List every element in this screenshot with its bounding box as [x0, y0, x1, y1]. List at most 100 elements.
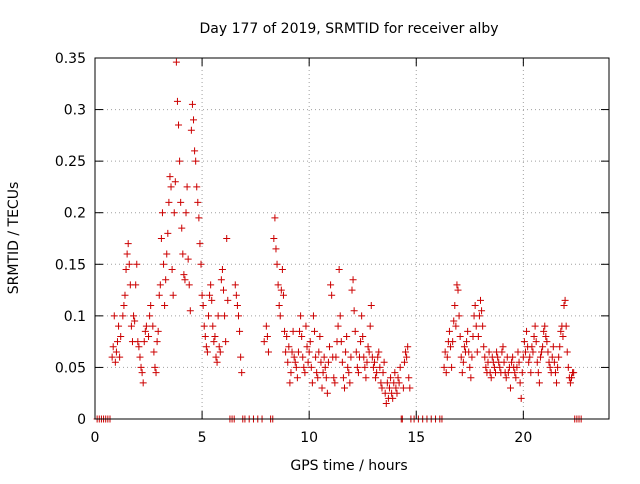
- data-point: [124, 240, 132, 248]
- data-point: [555, 353, 563, 361]
- data-point: [312, 353, 320, 361]
- data-point: [373, 369, 381, 377]
- data-point: [171, 178, 179, 186]
- data-point: [553, 379, 561, 387]
- data-point: [322, 374, 330, 382]
- data-point: [213, 358, 221, 366]
- data-point: [361, 363, 369, 371]
- x-tick-label: 5: [198, 430, 207, 446]
- data-point: [366, 322, 374, 330]
- data-point: [314, 374, 322, 382]
- x-tick-label: 15: [407, 430, 425, 446]
- data-point: [395, 379, 403, 387]
- data-point: [527, 369, 535, 377]
- data-point: [199, 302, 207, 310]
- data-point: [376, 363, 384, 371]
- data-point: [540, 327, 548, 335]
- data-point: [468, 353, 476, 361]
- data-point: [206, 291, 214, 299]
- data-point: [387, 374, 395, 382]
- data-point: [526, 353, 534, 361]
- data-point: [332, 353, 340, 361]
- data-point: [455, 312, 463, 320]
- data-point: [360, 353, 368, 361]
- data-point: [237, 353, 245, 361]
- data-point: [534, 369, 542, 377]
- data-point: [109, 343, 117, 351]
- data-point: [193, 183, 201, 191]
- data-point: [516, 379, 524, 387]
- data-point: [303, 343, 311, 351]
- data-point: [238, 369, 246, 377]
- data-point: [328, 291, 336, 299]
- data-points: [93, 58, 585, 423]
- data-point: [134, 338, 142, 346]
- data-point: [564, 363, 572, 371]
- data-point: [513, 363, 521, 371]
- data-point: [338, 358, 346, 366]
- x-axis-label: GPS time / hours: [290, 458, 407, 474]
- data-point: [274, 281, 282, 289]
- data-point: [404, 343, 412, 351]
- data-point: [543, 338, 551, 346]
- data-point: [443, 353, 451, 361]
- data-point: [347, 353, 355, 361]
- data-point: [216, 348, 224, 356]
- chart-title: Day 177 of 2019, SRMTID for receiver alb…: [199, 21, 498, 37]
- data-point: [190, 116, 198, 124]
- data-point: [337, 338, 345, 346]
- data-point: [207, 281, 215, 289]
- data-point: [140, 338, 148, 346]
- data-point: [538, 348, 546, 356]
- data-point: [158, 209, 166, 217]
- data-point: [533, 358, 541, 366]
- data-point: [349, 276, 357, 284]
- data-point: [175, 121, 183, 129]
- data-point: [512, 374, 520, 382]
- data-point: [120, 302, 128, 310]
- data-point: [456, 332, 464, 340]
- data-point: [467, 374, 475, 382]
- data-point: [217, 276, 225, 284]
- data-point: [378, 384, 386, 392]
- data-point: [345, 369, 353, 377]
- data-point: [272, 245, 280, 253]
- data-point: [377, 379, 385, 387]
- data-point: [367, 302, 375, 310]
- data-point: [309, 312, 317, 320]
- data-point: [138, 369, 146, 377]
- data-point: [146, 312, 154, 320]
- data-point: [127, 322, 135, 330]
- data-point: [380, 358, 388, 366]
- data-point: [448, 363, 456, 371]
- data-point: [279, 291, 287, 299]
- data-point: [473, 348, 481, 356]
- data-point: [525, 358, 533, 366]
- data-point: [477, 296, 484, 304]
- data-point: [323, 389, 331, 397]
- data-point: [399, 384, 407, 392]
- data-point: [357, 338, 365, 346]
- data-point: [391, 369, 399, 377]
- data-point: [313, 369, 321, 377]
- data-point: [210, 338, 218, 346]
- data-point: [343, 332, 351, 340]
- data-point: [164, 229, 172, 237]
- data-point: [369, 363, 377, 371]
- x-tick-label: 20: [514, 430, 532, 446]
- data-point: [160, 260, 168, 268]
- data-point: [215, 343, 223, 351]
- data-point: [119, 312, 127, 320]
- data-point: [122, 265, 130, 273]
- data-point: [298, 332, 306, 340]
- data-point: [275, 302, 283, 310]
- data-point: [320, 353, 328, 361]
- data-point: [481, 353, 489, 361]
- data-point: [551, 369, 559, 377]
- data-point: [157, 235, 165, 242]
- data-point: [405, 374, 413, 382]
- data-point: [111, 358, 119, 366]
- data-point: [530, 332, 538, 340]
- data-point: [202, 343, 210, 351]
- data-point: [521, 348, 529, 356]
